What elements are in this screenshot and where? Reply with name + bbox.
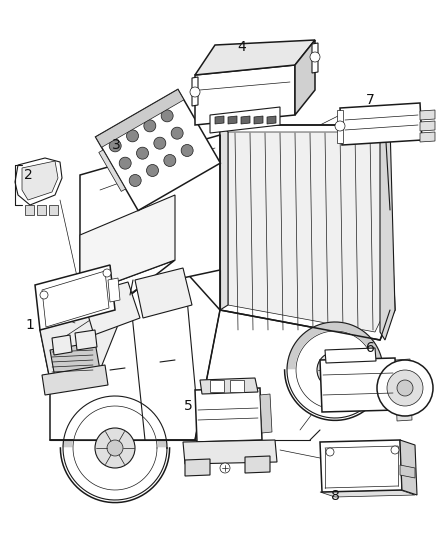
- Bar: [230, 380, 244, 392]
- Polygon shape: [135, 268, 192, 318]
- Polygon shape: [325, 348, 376, 363]
- Polygon shape: [420, 121, 435, 131]
- Polygon shape: [15, 158, 62, 205]
- Circle shape: [328, 363, 342, 377]
- Polygon shape: [183, 440, 277, 464]
- Circle shape: [391, 446, 399, 454]
- Polygon shape: [40, 260, 220, 440]
- Polygon shape: [22, 161, 58, 200]
- Polygon shape: [220, 125, 228, 310]
- Circle shape: [317, 352, 353, 388]
- Polygon shape: [241, 116, 250, 124]
- Polygon shape: [99, 150, 126, 191]
- Circle shape: [40, 291, 48, 299]
- Circle shape: [181, 144, 193, 157]
- Polygon shape: [254, 116, 263, 124]
- Polygon shape: [40, 260, 175, 330]
- Polygon shape: [287, 322, 383, 418]
- Polygon shape: [80, 195, 175, 295]
- Circle shape: [335, 121, 345, 131]
- Polygon shape: [220, 125, 395, 340]
- Circle shape: [144, 120, 156, 132]
- Polygon shape: [400, 440, 417, 495]
- Polygon shape: [267, 116, 276, 124]
- Circle shape: [129, 174, 141, 187]
- Polygon shape: [95, 90, 184, 147]
- Circle shape: [119, 157, 131, 169]
- Polygon shape: [420, 132, 435, 142]
- Polygon shape: [95, 90, 220, 211]
- Polygon shape: [285, 370, 385, 421]
- Circle shape: [387, 370, 423, 406]
- Circle shape: [397, 380, 413, 396]
- Circle shape: [107, 440, 123, 456]
- Polygon shape: [195, 388, 262, 442]
- Polygon shape: [337, 110, 343, 143]
- Circle shape: [137, 147, 148, 159]
- Polygon shape: [400, 465, 415, 478]
- Polygon shape: [42, 271, 109, 327]
- Polygon shape: [320, 440, 402, 492]
- Polygon shape: [52, 335, 72, 355]
- Text: 3: 3: [112, 138, 120, 152]
- Polygon shape: [195, 65, 295, 125]
- Text: 8: 8: [331, 489, 339, 503]
- Bar: [25, 205, 34, 215]
- Text: 4: 4: [238, 40, 246, 54]
- Circle shape: [171, 127, 183, 139]
- Polygon shape: [75, 330, 97, 350]
- Polygon shape: [50, 342, 100, 378]
- Bar: [49, 205, 58, 215]
- Text: 6: 6: [366, 341, 374, 355]
- Polygon shape: [260, 394, 272, 433]
- Circle shape: [377, 360, 433, 416]
- Polygon shape: [192, 77, 198, 106]
- Polygon shape: [228, 116, 237, 124]
- Circle shape: [146, 165, 159, 176]
- Polygon shape: [215, 116, 224, 124]
- Polygon shape: [380, 125, 395, 340]
- Polygon shape: [80, 135, 220, 300]
- Text: 7: 7: [366, 93, 374, 107]
- Circle shape: [326, 448, 334, 456]
- Polygon shape: [35, 265, 115, 330]
- Polygon shape: [60, 448, 170, 503]
- Circle shape: [190, 87, 200, 97]
- Polygon shape: [185, 459, 210, 476]
- Circle shape: [109, 140, 121, 152]
- Polygon shape: [82, 282, 140, 335]
- Polygon shape: [108, 278, 120, 302]
- Polygon shape: [320, 490, 415, 497]
- Polygon shape: [228, 132, 388, 332]
- Polygon shape: [296, 331, 374, 409]
- Polygon shape: [245, 456, 270, 473]
- Polygon shape: [340, 103, 422, 145]
- Polygon shape: [395, 359, 412, 421]
- Polygon shape: [320, 358, 397, 412]
- Circle shape: [95, 428, 135, 468]
- Text: 5: 5: [184, 399, 192, 413]
- Bar: [37, 205, 46, 215]
- Text: 1: 1: [25, 318, 35, 332]
- Bar: [210, 380, 224, 392]
- Circle shape: [103, 269, 111, 277]
- Polygon shape: [195, 40, 315, 75]
- Text: 2: 2: [24, 168, 32, 182]
- Polygon shape: [210, 107, 280, 133]
- Circle shape: [161, 110, 173, 122]
- Polygon shape: [73, 406, 157, 490]
- Polygon shape: [63, 396, 167, 500]
- Polygon shape: [420, 110, 435, 120]
- Polygon shape: [295, 40, 315, 115]
- Circle shape: [154, 137, 166, 149]
- Circle shape: [220, 463, 230, 473]
- Circle shape: [127, 130, 138, 142]
- Circle shape: [310, 52, 320, 62]
- Polygon shape: [40, 295, 130, 380]
- Circle shape: [164, 155, 176, 166]
- Polygon shape: [42, 365, 108, 395]
- Polygon shape: [312, 43, 318, 73]
- Polygon shape: [200, 378, 258, 394]
